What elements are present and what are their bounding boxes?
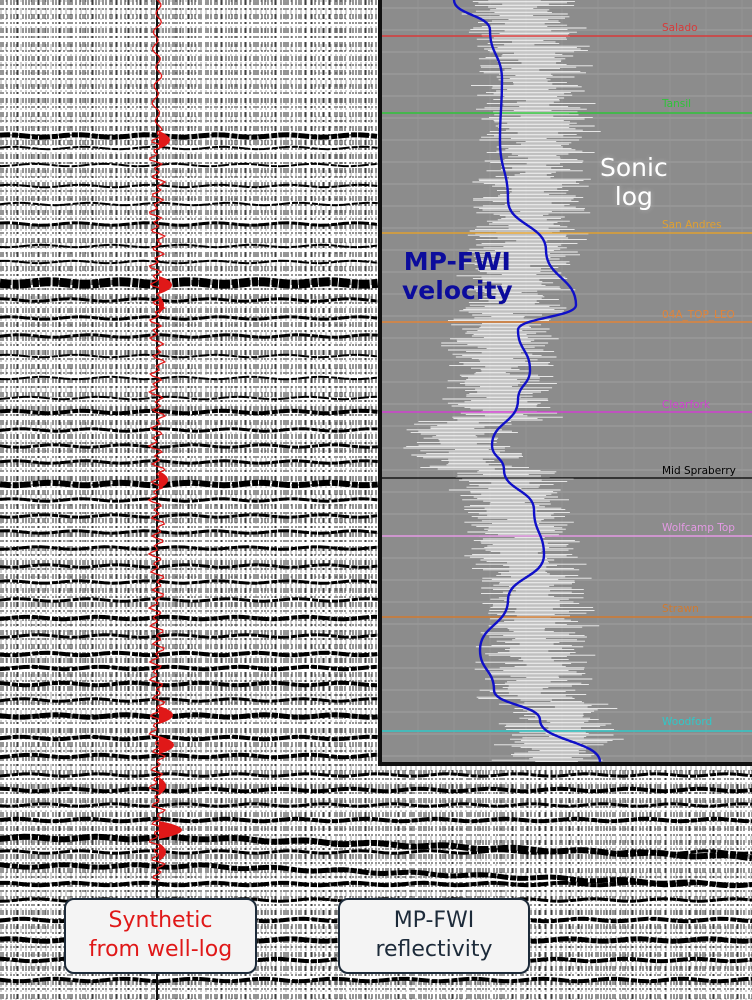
synthetic-caption-line2: from well-log	[88, 937, 233, 962]
formation-label-san-andres: San Andres	[662, 219, 722, 231]
inset-plot	[378, 0, 752, 766]
formation-label-wolfcamp: Wolfcamp Top	[662, 522, 735, 534]
formation-label-mid-spraberry: Mid Spraberry	[662, 465, 736, 477]
sonic-label-line2: log	[614, 181, 653, 211]
formation-label-salado: Salado	[662, 22, 698, 34]
sonic-label-line1: Sonic	[600, 153, 668, 182]
formation-tops	[382, 35, 752, 732]
reflectivity-caption-line2: reflectivity	[375, 937, 493, 962]
mpfwi-velocity-curve	[452, 0, 602, 763]
sonic-log-label: Sonic log	[600, 153, 668, 212]
synthetic-trace	[147, 0, 182, 1000]
formation-label-woodford: Woodford	[662, 716, 713, 728]
mpfwi-label-line2: velocity	[402, 275, 513, 305]
formation-label-tansil: Tansil	[662, 98, 692, 110]
sonic-log-trace	[403, 0, 624, 763]
synthetic-caption: Synthetic from well-log	[64, 898, 257, 974]
reflectivity-caption-line1: MP-FWI	[393, 908, 475, 934]
formation-label-strawn: Strawn	[662, 603, 699, 615]
formation-label-clearfork: Clearfork	[662, 399, 710, 411]
formation-label-leo: 04A_TOP_LEO	[662, 309, 735, 321]
synthetic-caption-line1: Synthetic	[108, 908, 213, 934]
mpfwi-velocity-label: MP-FWI velocity	[402, 247, 513, 306]
well-log-inset	[378, 0, 752, 766]
mpfwi-label-line1: MP-FWI	[403, 247, 511, 276]
reflectivity-caption: MP-FWI reflectivity	[338, 898, 530, 974]
